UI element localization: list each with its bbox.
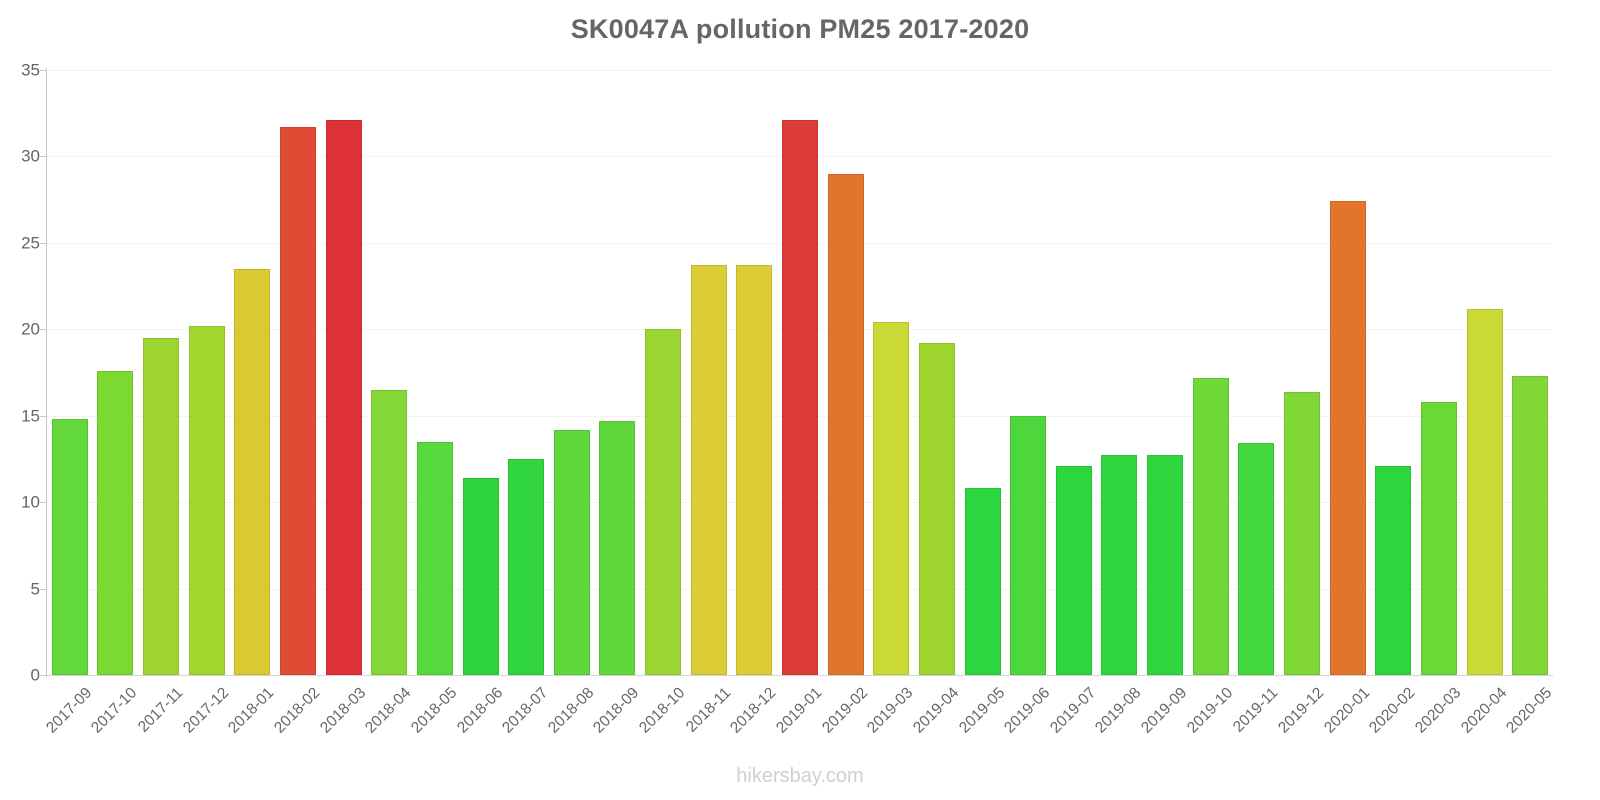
x-tick-label: 2019-02	[818, 684, 871, 737]
bar[interactable]	[97, 370, 134, 675]
y-axis-ticks	[0, 70, 47, 676]
x-tick-label: 2020-02	[1366, 684, 1419, 737]
y-tick-label: 25	[21, 233, 40, 253]
bar[interactable]	[1101, 455, 1138, 675]
bar[interactable]	[325, 120, 362, 675]
x-tick-label: 2018-01	[225, 684, 278, 737]
x-tick-label: 2018-10	[636, 684, 689, 737]
x-tick-label: 2018-12	[727, 684, 780, 737]
y-tick-label: 20	[21, 319, 40, 339]
x-tick-label: 2019-11	[1230, 684, 1282, 736]
x-tick-label: 2019-07	[1046, 684, 1100, 737]
plot-area	[47, 70, 1553, 676]
bar[interactable]	[645, 329, 682, 675]
x-tick-label: 2017-10	[88, 684, 141, 737]
x-tick-label: 2019-05	[955, 684, 1008, 737]
x-tick-label: 2017-11	[134, 684, 187, 736]
x-tick-label: 2020-01	[1320, 684, 1373, 737]
y-axis-line	[46, 68, 47, 677]
bar[interactable]	[1283, 391, 1321, 675]
x-tick-label: 2019-03	[864, 684, 917, 737]
gridline	[47, 70, 1553, 71]
y-tick-mark	[40, 156, 47, 158]
x-tick-label: 2020-04	[1457, 684, 1510, 737]
bar[interactable]	[553, 429, 590, 675]
bar[interactable]	[508, 458, 545, 675]
x-tick-label: 2018-07	[499, 684, 552, 737]
watermark: hikersbay.com	[736, 765, 864, 787]
bar[interactable]	[51, 419, 88, 675]
bar[interactable]	[1238, 443, 1275, 675]
bar[interactable]	[1147, 455, 1184, 675]
bar[interactable]	[1512, 375, 1549, 675]
gridline	[47, 675, 1553, 676]
x-tick-label: 2018-04	[362, 684, 415, 737]
x-tick-label: 2018-05	[407, 684, 461, 737]
x-tick-label: 2019-04	[909, 684, 963, 737]
bar[interactable]	[371, 389, 408, 675]
bar[interactable]	[462, 477, 499, 675]
y-tick-label: 0	[30, 665, 40, 685]
bars-layer	[47, 70, 1553, 675]
x-tick-label: 2018-09	[590, 684, 643, 737]
bar[interactable]	[1375, 465, 1412, 675]
x-tick-label: 2019-01	[773, 684, 826, 737]
y-tick-mark	[40, 588, 47, 590]
y-tick-mark	[40, 70, 47, 71]
x-tick-label: 2019-10	[1183, 684, 1237, 737]
x-tick-label: 2018-11	[682, 684, 735, 736]
bar[interactable]	[1055, 465, 1092, 675]
y-tick-mark	[40, 675, 47, 676]
x-tick-label: 2017-09	[42, 684, 96, 737]
bar[interactable]	[873, 322, 910, 675]
x-tick-label: 2020-03	[1411, 684, 1465, 737]
y-tick-label: 35	[21, 60, 40, 80]
bar[interactable]	[1010, 415, 1047, 675]
bar[interactable]	[416, 441, 453, 675]
bar[interactable]	[781, 120, 819, 675]
x-tick-label: 2017-12	[179, 684, 233, 737]
x-tick-label: 2018-03	[316, 684, 369, 737]
y-tick-mark	[40, 502, 47, 504]
bar[interactable]	[736, 265, 773, 675]
bar[interactable]	[1466, 308, 1503, 675]
chart-title: SK0047A pollution PM25 2017-2020	[570, 14, 1030, 44]
bar[interactable]	[279, 127, 317, 675]
x-tick-label: 2020-05	[1503, 684, 1556, 737]
bar[interactable]	[234, 268, 271, 675]
x-tick-label: 2018-06	[453, 684, 506, 737]
bar[interactable]	[599, 420, 636, 675]
x-tick-label: 2019-08	[1092, 684, 1145, 737]
y-axis-labels: 0 5 10 15 20 25 30 35	[0, 62, 40, 684]
y-tick-label: 15	[21, 406, 40, 426]
x-tick-label: 2018-02	[271, 684, 324, 737]
x-tick-label: 2019-12	[1275, 684, 1328, 737]
y-tick-mark	[40, 415, 47, 417]
bar[interactable]	[1420, 401, 1457, 675]
bar[interactable]	[964, 488, 1001, 675]
y-tick-mark	[40, 329, 47, 331]
bar[interactable]	[690, 265, 727, 675]
bar[interactable]	[143, 337, 180, 675]
y-tick-label: 10	[21, 492, 40, 512]
y-tick-mark	[40, 242, 47, 244]
x-tick-label: 2019-09	[1138, 684, 1191, 737]
bar[interactable]	[1329, 201, 1366, 675]
bar[interactable]	[918, 343, 955, 675]
bar[interactable]	[1192, 377, 1229, 675]
bar[interactable]	[827, 173, 864, 675]
x-tick-label: 2018-08	[544, 684, 598, 737]
x-tick-label: 2019-06	[1001, 684, 1054, 737]
y-tick-label: 30	[21, 146, 40, 166]
bar[interactable]	[188, 325, 225, 675]
y-tick-label: 5	[30, 579, 40, 599]
